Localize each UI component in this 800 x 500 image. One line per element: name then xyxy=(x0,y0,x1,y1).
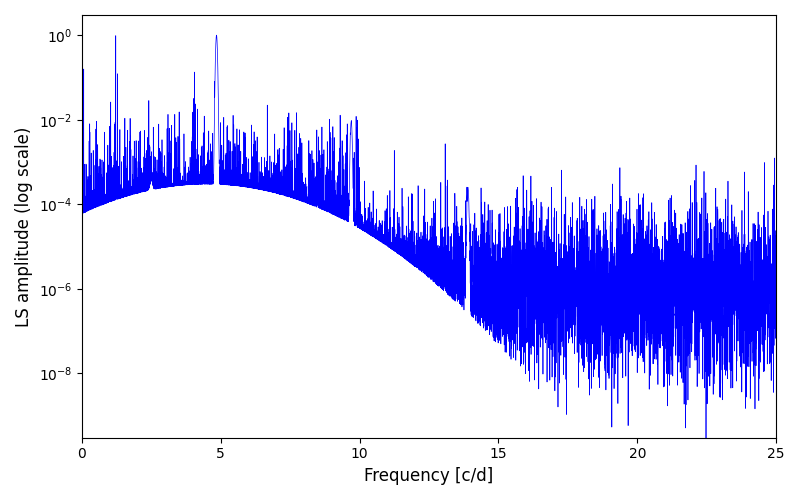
X-axis label: Frequency [c/d]: Frequency [c/d] xyxy=(364,467,494,485)
Y-axis label: LS amplitude (log scale): LS amplitude (log scale) xyxy=(15,126,33,326)
